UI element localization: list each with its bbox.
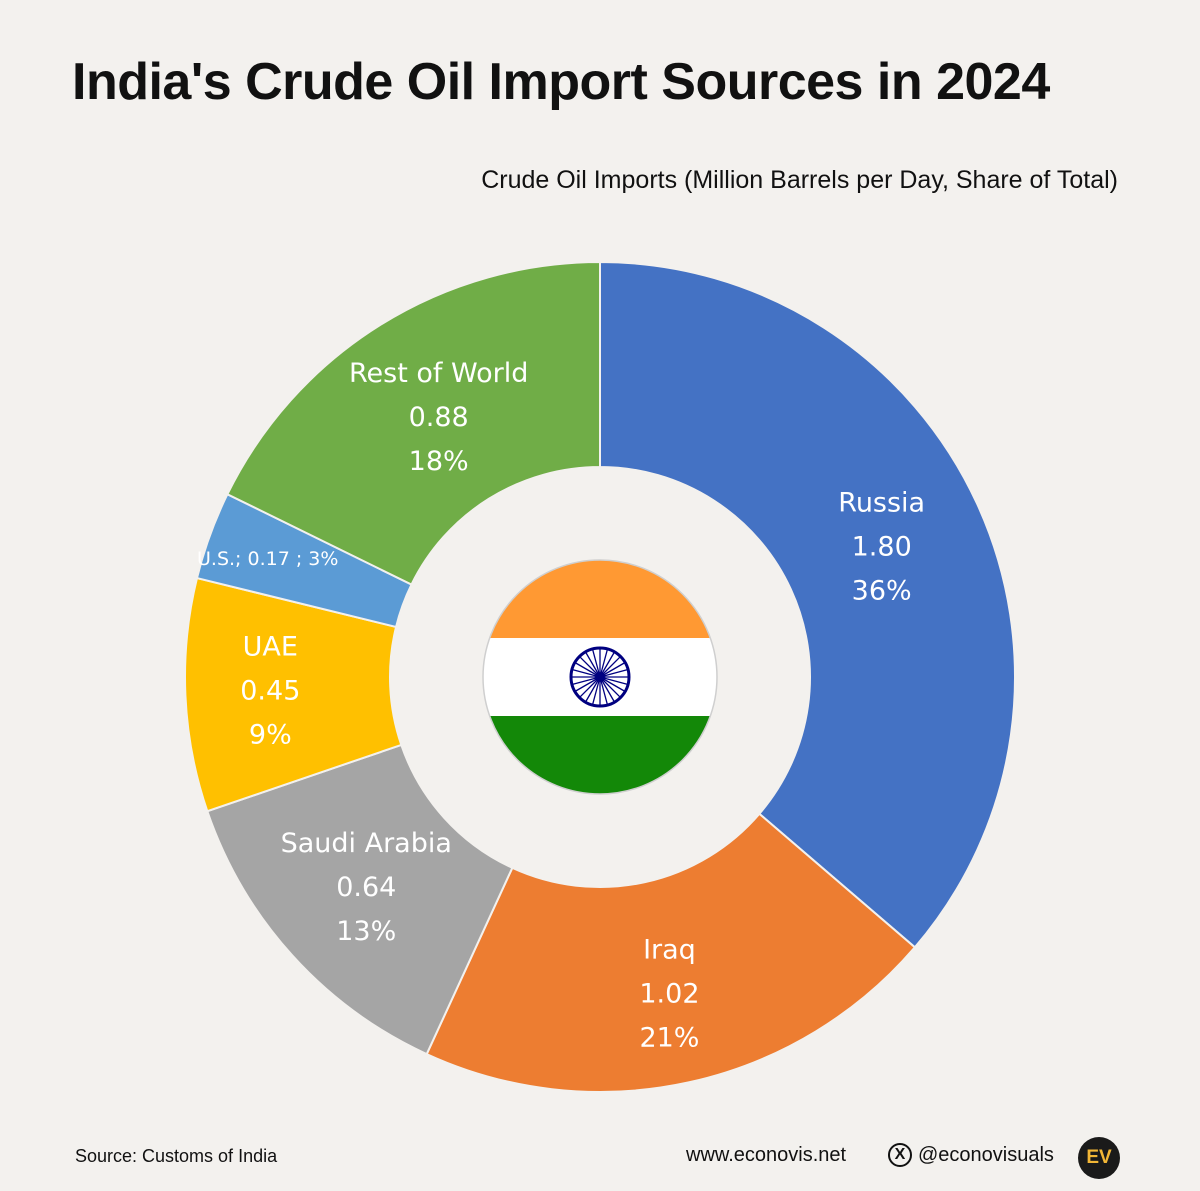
slice-name-label-russia: Russia (838, 488, 925, 519)
brand-logo: EV (1078, 1137, 1120, 1179)
slice-name-label-rest-of-world: Rest of World (349, 358, 528, 389)
slice-share-label-rest-of-world: 18% (409, 446, 469, 477)
slice-rest-of-world (226, 260, 601, 586)
social-handle-text: @econovisuals (918, 1143, 1054, 1166)
chart-subtitle: Crude Oil Imports (Million Barrels per D… (481, 166, 1118, 194)
flag-outline (482, 559, 718, 795)
slice-name-label-saudi-arabia: Saudi Arabia (281, 828, 452, 859)
social-handle[interactable]: X @econovisuals (888, 1143, 1054, 1167)
source-note: Source: Customs of India (75, 1146, 278, 1166)
slice-value-label-russia: 1.80 (852, 532, 912, 563)
slice-value-label-iraq: 1.02 (639, 978, 699, 1009)
slice-value-label-rest-of-world: 0.88 (409, 402, 469, 433)
flag-green-band (483, 716, 717, 794)
slice-label-u-s: U.S.; 0.17 ; 3% (197, 548, 338, 570)
chakra-hub (595, 672, 605, 682)
slice-share-label-uae: 9% (249, 720, 292, 751)
slice-iraq (425, 812, 917, 1093)
slice-value-label-uae: 0.45 (240, 676, 300, 707)
india-flag-icon (482, 559, 718, 795)
slice-value-label-saudi-arabia: 0.64 (336, 872, 396, 903)
chart-slices (184, 260, 1016, 1093)
flag-saffron-band (483, 560, 717, 639)
slice-share-label-russia: 36% (852, 576, 912, 607)
website-link[interactable]: www.econovis.net (686, 1144, 847, 1166)
slice-share-label-iraq: 21% (639, 1022, 699, 1053)
slice-saudi-arabia (206, 743, 514, 1056)
x-logo-icon: X (888, 1143, 912, 1167)
slice-share-label-saudi-arabia: 13% (336, 916, 396, 947)
ashoka-chakra-icon (569, 646, 631, 708)
slice-name-label-uae: UAE (243, 632, 298, 663)
page-title: India's Crude Oil Import Sources in 2024 (72, 53, 1050, 111)
chart-labels: Russia 1.80 36% Iraq 1.02 21% Saudi Arabia 0.64… (197, 358, 925, 1053)
slice-name-label-iraq: Iraq (643, 934, 696, 965)
slice-russia (599, 260, 1016, 949)
